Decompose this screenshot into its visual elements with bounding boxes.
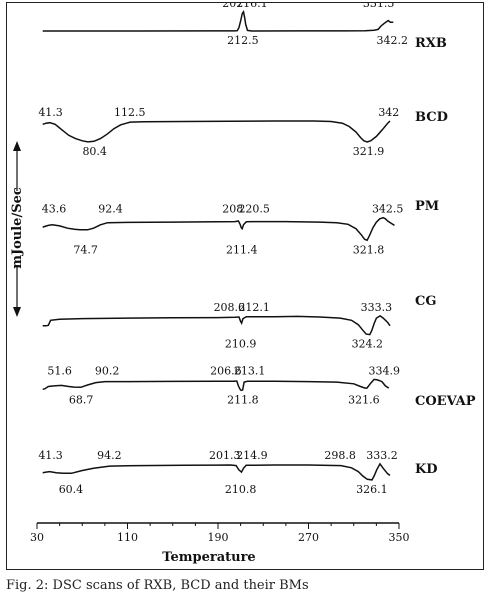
- x-tick-label: 110: [117, 531, 138, 544]
- series-cg-name: CG: [415, 294, 436, 309]
- peak-label: 321.6: [348, 393, 380, 406]
- peak-label: 214.9: [236, 449, 268, 462]
- series-kd-line: [42, 462, 391, 481]
- figure-frame: RXB 207 216.1 331.5 212.5 342.2 BCD 41.3 112.5 34…: [6, 2, 484, 570]
- peak-label: 201.3: [209, 449, 241, 462]
- peak-label: 43.6: [42, 203, 67, 216]
- x-tick-label: 270: [298, 531, 319, 544]
- series-pm-line: [42, 216, 395, 242]
- series-pm-name: PM: [415, 199, 439, 214]
- peak-label: 331.5: [363, 3, 395, 10]
- peak-label: 220.5: [238, 203, 270, 216]
- y-axis-arrow-down-icon: [13, 307, 21, 317]
- peak-label: 90.2: [95, 364, 120, 377]
- series-bcd: BCD 41.3 112.5 342 80.4 321.9: [38, 106, 448, 158]
- peak-label: 208: [222, 203, 243, 216]
- peak-label: 51.6: [47, 364, 72, 377]
- series-coevap-line: [42, 378, 390, 392]
- x-axis-title: Temperature: [162, 550, 255, 565]
- peak-label: 206.6: [210, 364, 242, 377]
- peak-label: 41.3: [38, 449, 63, 462]
- series-cg-line: [42, 315, 391, 336]
- peak-label: 298.8: [324, 449, 356, 462]
- series-rxb-name: RXB: [415, 36, 447, 51]
- peak-label: 210.9: [225, 338, 257, 351]
- series-bcd-name: BCD: [415, 110, 448, 125]
- peak-label: 211.4: [226, 243, 258, 256]
- x-tick-label: 30: [30, 531, 44, 544]
- y-axis-label-group: mJoule/Sec: [10, 141, 25, 317]
- peak-label: 321.8: [353, 243, 385, 256]
- x-tick-label: 190: [208, 531, 229, 544]
- peak-label: 321.9: [353, 145, 385, 158]
- peak-label: 213.1: [234, 364, 266, 377]
- peak-label: 212.5: [227, 34, 259, 47]
- peak-label: 342: [378, 106, 399, 119]
- figure-caption: Fig. 2: DSC scans of RXB, BCD and their …: [6, 578, 309, 593]
- peak-label: 334.9: [369, 364, 401, 377]
- series-coevap-name: COEVAP: [415, 394, 476, 409]
- y-axis-label-bg: [10, 191, 24, 265]
- peak-label: 68.7: [69, 393, 94, 406]
- x-tick-label: 350: [389, 531, 410, 544]
- peak-label: 60.4: [59, 483, 84, 496]
- peak-label: 94.2: [97, 449, 122, 462]
- peak-label: 210.8: [225, 483, 257, 496]
- peak-label: 211.8: [227, 393, 259, 406]
- y-axis-arrow-up-icon: [13, 141, 21, 151]
- peak-label: 212.1: [238, 301, 270, 314]
- series-bcd-line: [42, 120, 391, 143]
- x-axis: 30 110 190 270 350 Temperature: [30, 522, 410, 565]
- peak-label: 333.3: [361, 301, 393, 314]
- peak-label: 74.7: [73, 243, 98, 256]
- peak-label: 326.1: [356, 483, 388, 496]
- peak-label: 80.4: [82, 145, 107, 158]
- peak-label: 207: [222, 3, 243, 10]
- series-kd-name: KD: [415, 462, 438, 477]
- peak-label: 324.2: [352, 338, 384, 351]
- peak-label: 333.2: [366, 449, 398, 462]
- peak-label: 342.2: [376, 34, 408, 47]
- peak-label: 92.4: [98, 203, 123, 216]
- peak-label: 112.5: [114, 106, 146, 119]
- peak-label: 208.6: [214, 301, 246, 314]
- y-axis-title: mJoule/Sec: [10, 187, 25, 269]
- peak-label: 342.5: [372, 203, 404, 216]
- peak-label: 216.1: [236, 3, 268, 10]
- peak-label: 41.3: [38, 106, 63, 119]
- series-rxb-line: [42, 10, 394, 32]
